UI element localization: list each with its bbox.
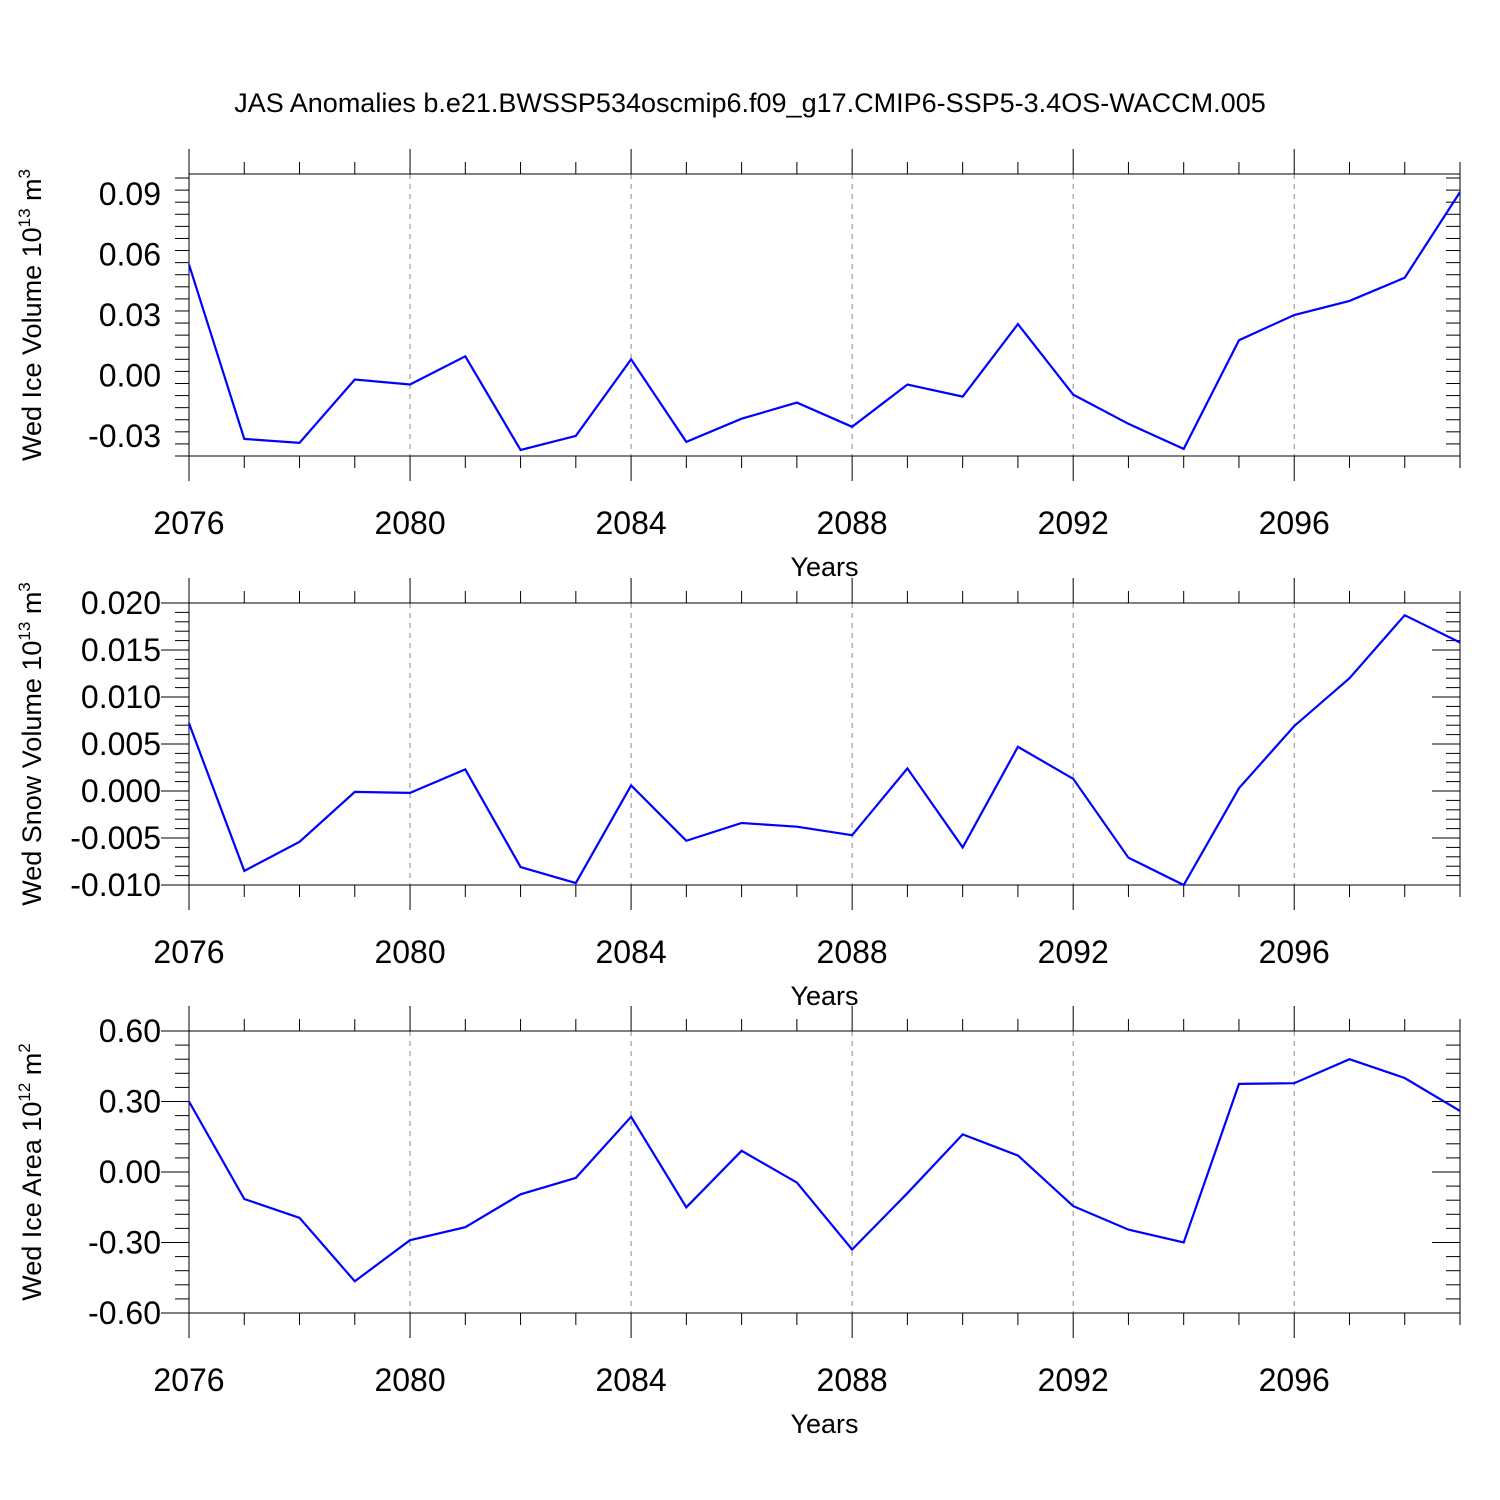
panel-3: -0.60 -0.30 0.00 0.30 0.60 2076 2080 2084 2088 20… <box>15 1006 1461 1439</box>
x-tick-label: 2084 <box>595 505 666 541</box>
x-tick-label: 2088 <box>817 505 888 541</box>
y-axis-title: Wed Ice Volume 1013 m3 <box>15 169 47 461</box>
panel-1: -0.03 0.00 0.03 0.06 0.09 2076 2080 2084 2088 209… <box>15 149 1461 582</box>
panel-2: -0.010 -0.005 0.000 0.005 0.010 0.015 0.020 207… <box>15 578 1461 1011</box>
y-tick-label: 0.30 <box>99 1084 161 1120</box>
y-tick-label: 0.09 <box>99 176 161 212</box>
y-tick-label: -0.03 <box>88 418 161 454</box>
y-tick-label: 0.00 <box>99 1154 161 1190</box>
x-tick-label: 2092 <box>1038 934 1109 970</box>
x-tick-label: 2096 <box>1259 1362 1330 1398</box>
y-tick-label: 0.06 <box>99 237 161 273</box>
x-axis-title: Years <box>790 981 858 1011</box>
x-tick-label: 2084 <box>595 934 666 970</box>
x-tick-label: 2076 <box>153 505 224 541</box>
x-tick-label: 2092 <box>1038 1362 1109 1398</box>
y-tick-label: -0.010 <box>70 867 161 903</box>
y-tick-label: 0.00 <box>99 357 161 393</box>
x-tick-label: 2096 <box>1259 934 1330 970</box>
y-tick-label: 0.005 <box>81 726 161 762</box>
y-tick-label: 0.03 <box>99 297 161 333</box>
y-tick-label: 0.015 <box>81 632 161 668</box>
chart-title: JAS Anomalies b.e21.BWSSP534oscmip6.f09_… <box>234 88 1265 118</box>
y-tick-label: 0.000 <box>81 773 161 809</box>
y-tick-label: 0.60 <box>99 1013 161 1049</box>
y-axis-title: Wed Snow Volume 1013 m3 <box>15 582 47 906</box>
x-tick-label: 2080 <box>374 934 445 970</box>
plot-frame <box>188 173 1461 457</box>
x-tick-label: 2080 <box>374 505 445 541</box>
x-tick-label: 2080 <box>374 1362 445 1398</box>
x-tick-label: 2092 <box>1038 505 1109 541</box>
y-tick-label: -0.30 <box>88 1225 161 1261</box>
series-line <box>188 1058 1461 1283</box>
x-tick-label: 2084 <box>595 1362 666 1398</box>
series-line <box>187 613 1461 887</box>
y-axis-title: Wed Ice Area 1012 m2 <box>15 1043 47 1301</box>
x-tick-label: 2076 <box>153 1362 224 1398</box>
x-axis-title: Years <box>790 1409 858 1439</box>
series-line <box>187 191 1461 452</box>
x-tick-label: 2096 <box>1259 505 1330 541</box>
y-tick-label: 0.010 <box>81 679 161 715</box>
y-tick-label: 0.020 <box>81 585 161 621</box>
x-tick-label: 2076 <box>153 934 224 970</box>
x-axis-title: Years <box>790 552 858 582</box>
x-tick-label: 2088 <box>817 934 888 970</box>
y-tick-label: -0.005 <box>70 820 161 856</box>
x-tick-label: 2088 <box>817 1362 888 1398</box>
y-tick-label: -0.60 <box>88 1295 161 1331</box>
